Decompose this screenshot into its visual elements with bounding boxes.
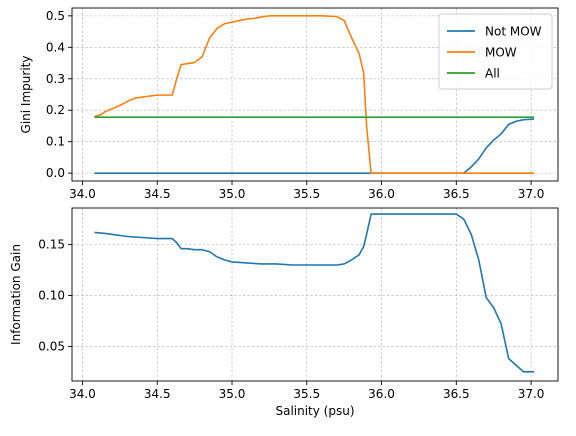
chart-panel-1: 34.0 34.5 35.0 35.5 36.0 36.5 37.0 0.0 0.1 0.2 0.3… — [19, 7, 559, 201]
legend-label-not-mow: Not MOW — [485, 25, 542, 39]
x-tick-label: 36.5 — [443, 187, 470, 201]
x-tick-label: 37.0 — [518, 387, 545, 401]
y-tick-label: 0.15 — [38, 238, 65, 252]
y-tick-label: 0.5 — [46, 9, 65, 23]
x-tick-label: 36.0 — [368, 387, 395, 401]
legend-label-all: All — [485, 67, 500, 81]
x-axis-label: Salinity (psu) — [275, 404, 354, 418]
legend-label-mow: MOW — [485, 46, 517, 60]
series-line-mow — [94, 15, 535, 174]
series-line-1 — [94, 213, 535, 373]
x-tick-label: 35.0 — [219, 187, 246, 201]
chart-panel-2: 34.0 34.5 35.0 35.5 36.0 36.5 37.0 0.05 0.10 0.15… — [9, 207, 559, 418]
x-tick-label: 37.0 — [518, 187, 545, 201]
y-axis-label: Gini Impurity — [19, 56, 33, 134]
y-tick-label: 0.1 — [46, 135, 65, 149]
x-tick-label: 34.0 — [69, 387, 96, 401]
y-tick-label: 0.10 — [38, 289, 65, 303]
y-axis-label: Information Gain — [9, 244, 23, 345]
x-tick-label: 34.5 — [144, 387, 171, 401]
x-tick-label: 35.0 — [219, 387, 246, 401]
y-tick-label: 0.2 — [46, 103, 65, 117]
axes-frame — [71, 207, 559, 382]
x-tick-label: 34.5 — [144, 187, 171, 201]
legend-box — [438, 13, 553, 90]
y-tick-label: 0.4 — [46, 40, 65, 54]
axes-frame — [71, 7, 559, 182]
y-tick-label: 0.0 — [46, 166, 65, 180]
x-tick-label: 35.5 — [293, 187, 320, 201]
x-tick-label: 35.5 — [293, 387, 320, 401]
x-tick-label: 36.0 — [368, 187, 395, 201]
y-tick-label: 0.3 — [46, 72, 65, 86]
x-tick-label: 36.5 — [443, 387, 470, 401]
legend: Not MOW MOW All — [438, 13, 553, 90]
y-tick-label: 0.05 — [38, 339, 65, 353]
x-tick-label: 34.0 — [69, 187, 96, 201]
series-line-not-mow — [94, 118, 535, 174]
